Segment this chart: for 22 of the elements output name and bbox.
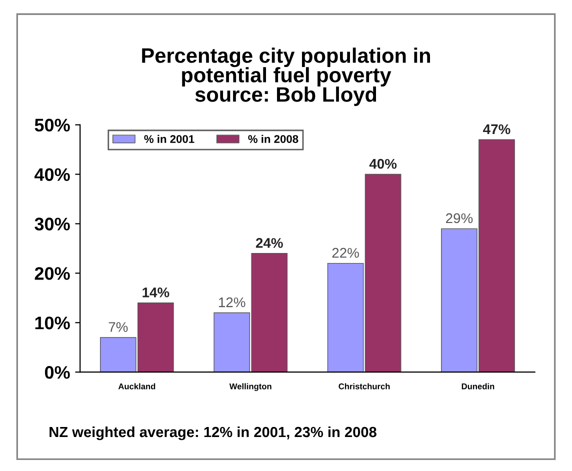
y-tick-label: 50% [34, 118, 70, 132]
y-tick-label: 0% [44, 366, 70, 379]
x-tick-label: Dunedin [462, 383, 494, 390]
data-label: 7% [108, 322, 128, 332]
legend-label: % in 2001 [144, 134, 194, 143]
legend-label: % in 2008 [248, 134, 298, 143]
y-tick-label: 30% [34, 218, 70, 230]
y-tick-label: 20% [34, 267, 70, 280]
x-tick-label: Wellington [229, 383, 272, 392]
data-label: 24% [256, 238, 283, 248]
data-label: 22% [332, 248, 359, 258]
text: NZ weighted average: 12% in 2001, 23% in 2008 [50, 426, 376, 440]
x-tick-label: Christchurch [338, 383, 390, 390]
chart-title: Percentage city population in potential fuel poverty source: Bob Lloyd [142, 48, 430, 106]
data-label: 29% [446, 213, 473, 224]
x-tick-label: Auckland [118, 383, 156, 390]
data-label: 14% [142, 288, 170, 298]
y-tick-label: 40% [34, 168, 70, 181]
data-label: 47% [483, 124, 510, 134]
y-tick-label: 10% [35, 316, 70, 330]
data-label: 12% [219, 297, 246, 308]
data-label: 40% [369, 158, 397, 169]
